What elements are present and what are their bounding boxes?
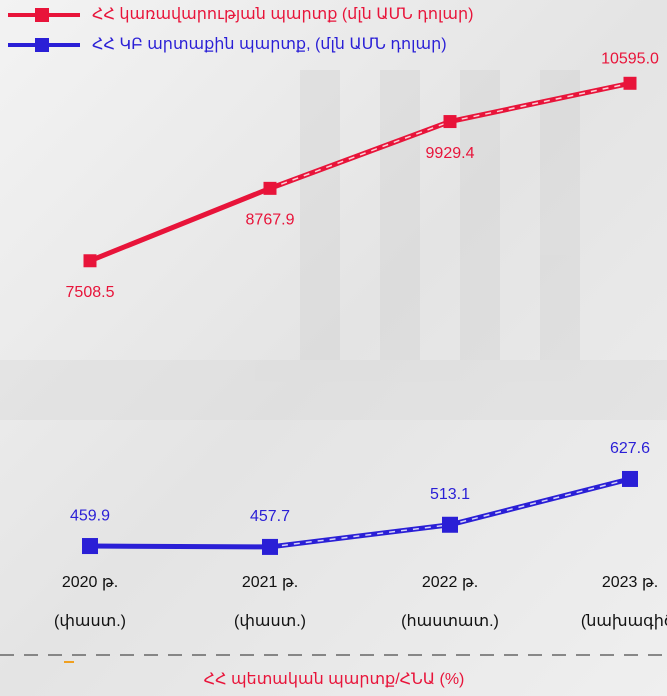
point-marker xyxy=(83,254,97,268)
point-marker xyxy=(262,538,278,555)
x-tick-label: 2022 թ. xyxy=(422,574,478,591)
forecast-dash xyxy=(269,82,631,190)
x-tick-note: (հաստատ.) xyxy=(401,613,499,630)
data-label: 10595.0 xyxy=(601,51,659,68)
data-label: 627.6 xyxy=(610,440,650,457)
series-line xyxy=(89,476,631,550)
x-tick-label: 2020 թ. xyxy=(62,574,118,591)
legend-label: ՀՀ կառավարության պարտք (մլն ԱՄՆ դոլար) xyxy=(92,6,473,23)
background-pattern xyxy=(0,70,667,420)
point-marker xyxy=(82,538,98,555)
point-marker xyxy=(622,470,638,487)
point-marker xyxy=(442,516,458,533)
legend-marker xyxy=(35,38,49,52)
data-label: 459.9 xyxy=(70,507,110,524)
point-marker xyxy=(623,76,637,90)
legend-marker xyxy=(35,8,49,22)
data-label: 513.1 xyxy=(430,486,470,503)
data-label: 8767.9 xyxy=(246,212,295,229)
data-label: 457.7 xyxy=(250,508,290,525)
x-tick-note: (նախագիծ) xyxy=(581,613,667,630)
series-line xyxy=(89,80,631,264)
x-tick-note: (փաստ.) xyxy=(54,613,126,630)
point-marker xyxy=(443,115,457,129)
footer-label: ՀՀ պետական պարտք/ՀՆԱ (%) xyxy=(204,671,465,688)
x-tick-note: (փաստ.) xyxy=(234,613,306,630)
data-label: 9929.4 xyxy=(426,145,475,162)
x-tick-label: 2023 թ. xyxy=(602,574,658,591)
x-tick-label: 2021 թ. xyxy=(242,574,298,591)
point-marker xyxy=(263,181,277,195)
legend-label: ՀՀ ԿԲ արտաքին պարտք, (մլն ԱՄՆ դոլար) xyxy=(92,36,447,53)
data-label: 7508.5 xyxy=(66,284,115,301)
